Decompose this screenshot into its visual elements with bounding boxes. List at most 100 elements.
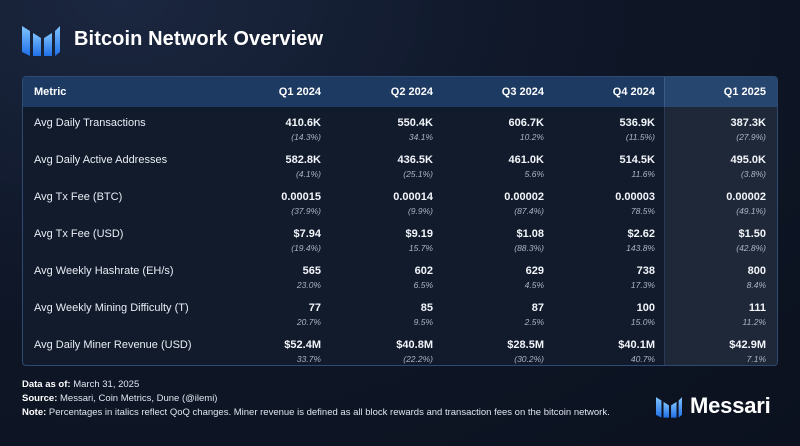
cell-change: 34.1%: [408, 132, 433, 142]
table-cell: 0.00002 (87.4%): [454, 191, 544, 216]
cell-value: 0.00002: [726, 191, 766, 203]
cell-change: 2.5%: [524, 317, 544, 327]
cell-change: 17.3%: [630, 280, 655, 290]
note-line: Note: Percentages in italics reflect QoQ…: [22, 406, 632, 420]
cell-value: $42.9M: [729, 339, 766, 351]
cell-value: 0.00003: [615, 191, 655, 203]
column-header-q3-2024: Q3 2024: [501, 86, 544, 98]
table-row: Avg Daily Miner Revenue (USD) $52.4M 33.7…: [23, 332, 777, 365]
cell-change: 40.7%: [630, 354, 655, 364]
cell-value: 602: [414, 265, 433, 277]
table-row: Avg Daily Transactions 410.6K (14.3%) 550…: [23, 110, 777, 147]
table-cell: 0.00015 (37.9%): [231, 191, 321, 216]
source-label: Source:: [22, 393, 58, 404]
cell-value: $1.50: [738, 228, 766, 240]
cell-value: 461.0K: [508, 154, 544, 166]
table-cell: 100 15.0%: [565, 302, 655, 327]
cell-change: 15.0%: [630, 317, 655, 327]
table-cell: $40.1M 40.7%: [565, 339, 655, 364]
cell-value: 111: [748, 302, 766, 314]
cell-change: 5.6%: [524, 169, 544, 179]
column-header-metric: Metric: [34, 86, 67, 98]
table-cell: $1.50 (42.8%): [676, 228, 766, 253]
table-cell: 85 9.5%: [343, 302, 433, 327]
cell-change: (11.5%): [625, 132, 655, 142]
brand-name: Messari: [690, 393, 771, 418]
table-row: Avg Tx Fee (USD) $7.94 (19.4%) $9.19 15.7%…: [23, 221, 777, 258]
table-cell: 111 11.2%: [676, 302, 766, 327]
metric-label: Avg Daily Active Addresses: [34, 154, 168, 166]
column-header-q4-2024: Q4 2024: [612, 86, 655, 98]
table-cell: 410.6K (14.3%): [231, 117, 321, 142]
cell-change: (25.1%): [403, 169, 433, 179]
cell-value: $9.19: [405, 228, 433, 240]
table-cell: 514.5K 11.6%: [565, 154, 655, 179]
table-cell: 436.5K (25.1%): [343, 154, 433, 179]
cell-change: (87.4%): [514, 206, 544, 216]
table-cell: 0.00014 (9.9%): [343, 191, 433, 216]
metric-label: Avg Daily Transactions: [34, 117, 146, 129]
cell-value: 514.5K: [619, 154, 655, 166]
cell-value: $52.4M: [284, 339, 321, 351]
cell-value: 0.00015: [281, 191, 321, 203]
table-row: Avg Weekly Mining Difficulty (T) 77 20.7%…: [23, 295, 777, 332]
table-cell: 495.0K (3.8%): [676, 154, 766, 179]
cell-value: $1.08: [516, 228, 544, 240]
highlight-column-header: [664, 77, 777, 107]
table-cell: 0.00003 78.5%: [565, 191, 655, 216]
table-cell: $7.94 (19.4%): [231, 228, 321, 253]
table-cell: $9.19 15.7%: [343, 228, 433, 253]
cell-value: 87: [531, 302, 544, 314]
table-cell: 87 2.5%: [454, 302, 544, 327]
cell-value: 85: [420, 302, 433, 314]
cell-value: 387.3K: [730, 117, 766, 129]
table-row: Avg Daily Active Addresses 582.8K (4.1%) …: [23, 147, 777, 184]
table-cell: 738 17.3%: [565, 265, 655, 290]
table-cell: 387.3K (27.9%): [676, 117, 766, 142]
table-cell: $1.08 (88.3%): [454, 228, 544, 253]
table-row: Avg Tx Fee (BTC) 0.00015 (37.9%) 0.00014 (…: [23, 184, 777, 221]
table-cell: $28.5M (30.2%): [454, 339, 544, 364]
highlight-column: [664, 77, 777, 365]
table-cell: 629 4.5%: [454, 265, 544, 290]
cell-change: 11.6%: [631, 169, 655, 179]
table-cell: 582.8K (4.1%): [231, 154, 321, 179]
note-value: Percentages in italics reflect QoQ chang…: [48, 407, 610, 418]
cell-change: 11.2%: [742, 317, 766, 327]
table-cell: 0.00002 (49.1%): [676, 191, 766, 216]
column-header-q2-2024: Q2 2024: [390, 86, 433, 98]
source-line: Source: Messari, Coin Metrics, Dune (@il…: [22, 392, 632, 406]
metric-label: Avg Weekly Hashrate (EH/s): [34, 265, 174, 277]
cell-value: 77: [308, 302, 321, 314]
cell-value: 410.6K: [285, 117, 321, 129]
cell-value: $7.94: [293, 228, 321, 240]
table-cell: 536.9K (11.5%): [565, 117, 655, 142]
cell-value: 0.00002: [504, 191, 544, 203]
cell-change: 9.5%: [413, 317, 433, 327]
page-title: Bitcoin Network Overview: [74, 27, 324, 50]
cell-change: 7.1%: [746, 354, 766, 364]
cell-value: 436.5K: [397, 154, 433, 166]
cell-value: 800: [747, 265, 766, 277]
note-label: Note:: [22, 407, 47, 418]
cell-change: 8.4%: [746, 280, 766, 290]
cell-change: (88.3%): [514, 243, 544, 253]
column-header-q1-2024: Q1 2024: [278, 86, 321, 98]
overview-table: Metric Q1 2024 Q2 2024 Q3 2024 Q4 2024 Q…: [22, 76, 778, 366]
data-as-of-value: March 31, 2025: [73, 379, 140, 390]
cell-value: $2.62: [627, 228, 655, 240]
table-cell: 800 8.4%: [676, 265, 766, 290]
table-cell: 606.7K 10.2%: [454, 117, 544, 142]
cell-change: (42.8%): [736, 243, 766, 253]
cell-change: 4.5%: [524, 280, 544, 290]
column-header-q1-2025: Q1 2025: [723, 86, 766, 98]
table-row: Avg Weekly Hashrate (EH/s) 565 23.0% 602 6…: [23, 258, 777, 295]
table-cell: 565 23.0%: [231, 265, 321, 290]
cell-value: 606.7K: [508, 117, 544, 129]
messari-logo-icon: [22, 26, 60, 56]
brand-logo: Messari: [656, 393, 771, 419]
data-as-of-label: Data as of:: [22, 379, 71, 390]
footer-notes: Data as of: March 31, 2025 Source: Messa…: [22, 378, 632, 420]
cell-value: 582.8K: [285, 154, 321, 166]
